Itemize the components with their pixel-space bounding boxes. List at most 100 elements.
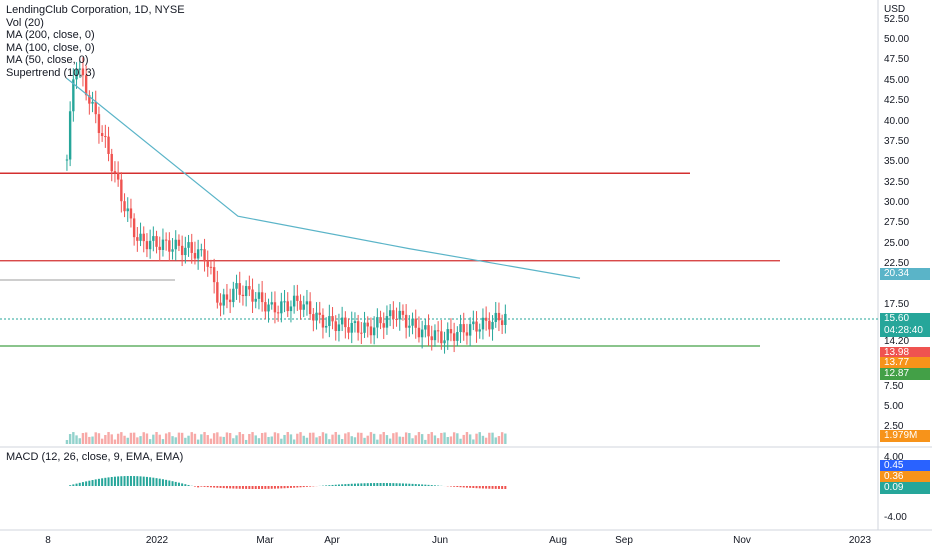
candle-body (504, 313, 507, 326)
volume-bar (424, 439, 427, 444)
macd-histogram-bar (424, 484, 427, 486)
candle-body (449, 329, 453, 334)
candle-body (142, 233, 145, 242)
macd-histogram-bar (472, 486, 475, 489)
macd-histogram-bar (267, 486, 270, 489)
volume-bar (180, 432, 184, 444)
candle-body (123, 201, 126, 212)
macd-histogram-bar (235, 486, 238, 489)
volume-bar (344, 433, 347, 444)
macd-histogram-bar (459, 486, 462, 488)
volume-bar (152, 434, 155, 444)
candle-body (190, 242, 193, 253)
candle-body (478, 329, 481, 332)
price-tick-label: 2.50 (884, 421, 904, 432)
candle-body (324, 325, 328, 328)
macd-histogram-bar (347, 483, 350, 486)
macd-histogram-bar (78, 482, 81, 486)
price-tick-label: 50.00 (884, 34, 909, 45)
macd-tick-label: 4.00 (884, 452, 904, 463)
price-tick-label: 14.20 (884, 336, 909, 347)
price-tick-label: 45.00 (884, 75, 909, 86)
price-tick-label: 22.50 (884, 258, 909, 269)
candle-body (321, 314, 325, 328)
volume-bar (481, 435, 485, 444)
price-tick-label: 40.00 (884, 116, 909, 127)
volume-bar (190, 432, 193, 444)
volume-bar (462, 434, 465, 444)
candle-body (273, 302, 277, 313)
candle-body (225, 294, 229, 300)
candle-body (331, 316, 334, 322)
candle-body (94, 101, 97, 115)
macd-histogram-bar (305, 486, 308, 487)
macd-histogram-bar (411, 483, 414, 486)
macd-histogram-bar (216, 486, 219, 488)
macd-histogram-bar (213, 486, 216, 488)
candle-body (401, 310, 405, 315)
candle-body (369, 326, 373, 336)
volume-bar (187, 435, 190, 444)
candle-body (152, 236, 155, 241)
candle-body (500, 320, 504, 326)
volume-bar (132, 432, 136, 444)
candle-body (292, 295, 296, 307)
volume-bar (459, 438, 462, 444)
volume-bar (244, 439, 248, 444)
volume-bar (286, 432, 289, 444)
volume-bar (456, 433, 459, 444)
candle-body (353, 321, 357, 323)
macd-histogram-bar (149, 477, 152, 486)
macd-histogram-bar (81, 482, 84, 486)
candle-body (456, 332, 459, 341)
volume-bar (113, 439, 117, 444)
macd-tick-label: -4.00 (884, 512, 907, 523)
candle-body (113, 171, 117, 173)
badge-ma100: 13.98 (880, 347, 930, 359)
volume-bar (206, 435, 209, 444)
candle-body (187, 242, 190, 248)
macd-histogram-bar (456, 486, 459, 487)
macd-histogram-bar (232, 486, 235, 489)
macd-histogram-bar (277, 486, 280, 489)
macd-histogram-bar (200, 486, 203, 487)
volume-bar (174, 437, 177, 444)
volume-bar (388, 438, 392, 444)
macd-histogram-bar (449, 486, 452, 487)
candle-body (356, 321, 360, 333)
macd-histogram-bar (296, 486, 299, 488)
price-tick-label: 37.50 (884, 136, 909, 147)
macd-histogram-bar (248, 486, 251, 489)
candle-body (411, 318, 414, 326)
macd-histogram-bar (433, 485, 436, 486)
candle-body (126, 208, 129, 212)
candle-body (65, 159, 69, 161)
macd-histogram-bar (181, 483, 184, 486)
candle-body (382, 323, 385, 328)
volume-bar (238, 432, 241, 444)
volume-bar (292, 439, 296, 444)
candle-body (164, 239, 168, 241)
macd-histogram-bar (478, 486, 481, 489)
volume-bar (276, 433, 280, 444)
macd-histogram-bar (302, 486, 305, 488)
macd-histogram-bar (379, 483, 382, 486)
candle-body (491, 321, 494, 330)
macd-histogram-bar (494, 486, 497, 489)
volume-bar (184, 437, 187, 444)
candle-body (350, 322, 353, 333)
candle-body (72, 79, 75, 112)
legend-supertrend: Supertrend (10, 3) (6, 66, 96, 79)
macd-histogram-bar (158, 478, 161, 486)
volume-bar (120, 432, 123, 444)
candle-body (286, 301, 289, 312)
time-tick-label: Jun (432, 535, 448, 546)
candle-body (481, 317, 485, 330)
badge-signal: 0.36 (880, 471, 930, 483)
candle-body (404, 314, 408, 328)
macd-histogram-bar (280, 486, 283, 489)
candle-body (139, 233, 142, 241)
candle-body (238, 283, 241, 295)
volume-bar (203, 432, 206, 444)
